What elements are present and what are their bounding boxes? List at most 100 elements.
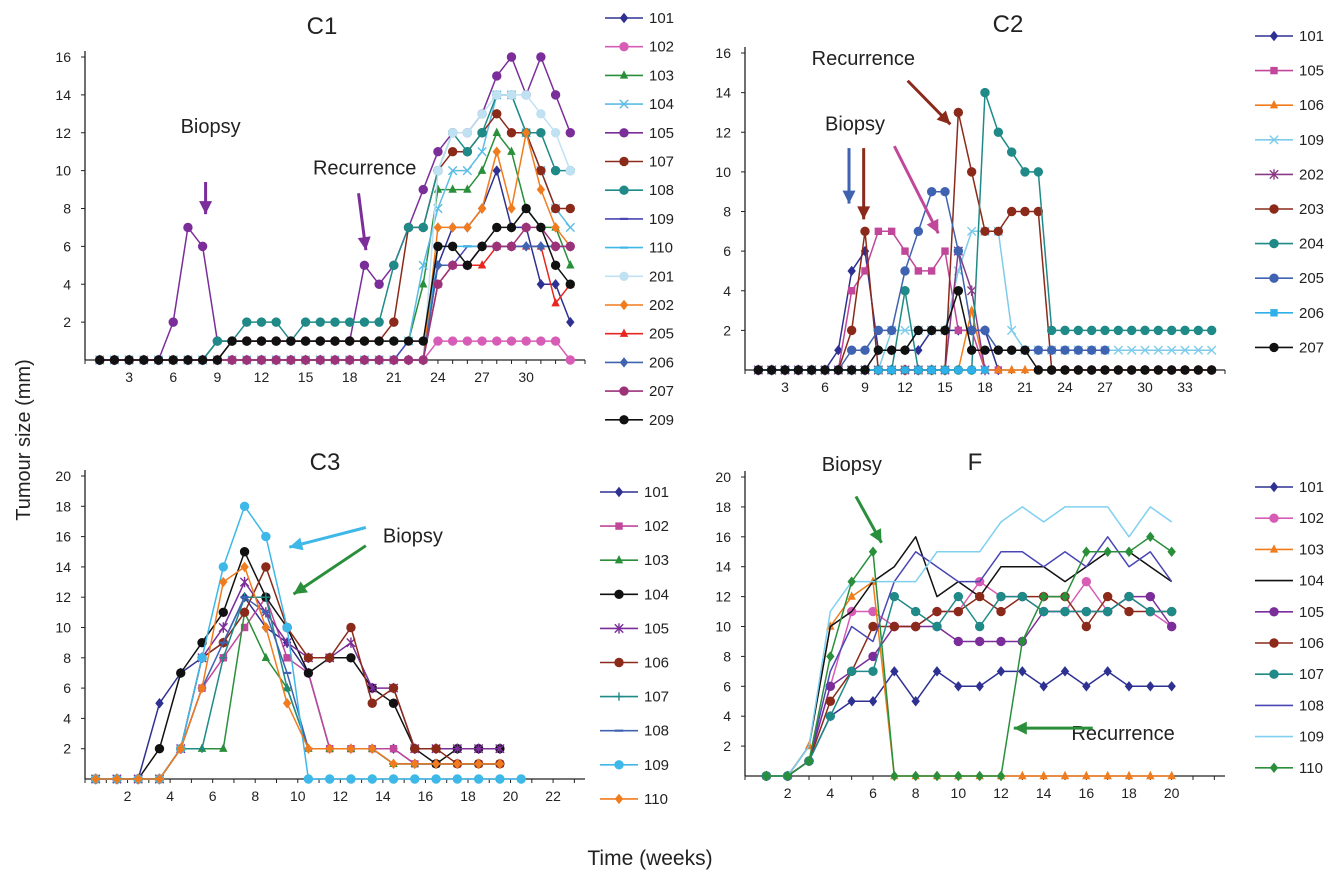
data-point: [330, 355, 340, 365]
data-point: [219, 576, 228, 588]
x-tick-label: 21: [386, 369, 402, 385]
data-point: [1006, 325, 1017, 336]
y-tick-label: 14: [55, 559, 71, 575]
data-point: [418, 184, 428, 195]
data-point: [993, 127, 1004, 137]
data-point: [374, 317, 384, 327]
annotation-arrow-head: [936, 110, 951, 125]
data-point: [492, 165, 501, 176]
data-point: [242, 317, 252, 327]
legend-label: 110: [649, 240, 673, 257]
data-point: [492, 90, 502, 100]
data-point: [521, 241, 531, 252]
data-point: [495, 774, 505, 784]
data-point: [1039, 591, 1048, 602]
legend-marker: [1269, 638, 1279, 648]
data-point: [1126, 365, 1137, 375]
y-tick-label: 12: [715, 124, 731, 140]
y-axis-label: Tumour size (mm): [13, 359, 35, 520]
annotation-label: Recurrence: [812, 48, 915, 70]
data-point: [1166, 365, 1177, 375]
legend-marker: [614, 760, 624, 770]
y-tick-label: 8: [723, 204, 731, 220]
y-tick-label: 14: [55, 87, 71, 103]
legend-item-101: 101: [600, 484, 669, 501]
x-tick-label: 18: [460, 788, 476, 804]
data-point: [565, 203, 575, 214]
data-point: [980, 87, 990, 98]
legend-label: 202: [1299, 166, 1324, 183]
x-tick-label: 6: [821, 379, 829, 395]
data-point: [993, 345, 1004, 355]
legend-label: 105: [644, 620, 669, 637]
data-point: [804, 755, 814, 767]
data-point: [282, 698, 292, 709]
legend-item-104: 104: [605, 96, 674, 113]
data-point: [1060, 606, 1070, 617]
annotation-arrow-head: [293, 581, 308, 595]
data-point: [967, 366, 976, 374]
annotation-arrow-head: [926, 218, 939, 234]
data-point: [168, 355, 178, 365]
legend-label: 109: [1299, 729, 1324, 746]
legend-marker: [1269, 273, 1279, 283]
data-point: [256, 336, 267, 346]
data-point: [953, 107, 964, 118]
series-line-108: [766, 536, 1173, 777]
data-point: [889, 621, 900, 632]
data-point: [953, 246, 964, 256]
data-point: [367, 774, 377, 784]
data-point: [303, 668, 314, 678]
data-point: [954, 366, 963, 374]
legend-label: 102: [644, 518, 669, 535]
series-line-109: [95, 505, 522, 780]
data-point: [966, 226, 977, 237]
data-point: [932, 666, 942, 677]
data-point: [1073, 345, 1084, 355]
y-tick-label: 16: [715, 529, 731, 545]
data-point: [1020, 167, 1030, 177]
data-point: [1166, 325, 1177, 336]
legend-item-107: 107: [600, 689, 669, 706]
y-tick-label: 4: [63, 276, 71, 292]
legend-marker: [1269, 669, 1279, 679]
data-point: [941, 366, 949, 374]
data-point: [536, 222, 546, 233]
data-point: [1033, 206, 1044, 217]
data-point: [911, 770, 920, 782]
data-point: [388, 774, 399, 784]
legend-label: 107: [644, 689, 669, 706]
data-point: [966, 167, 977, 177]
annotation: Recurrence: [313, 157, 416, 251]
data-point: [1039, 681, 1048, 692]
x-tick-label: 20: [503, 788, 519, 804]
data-point: [139, 355, 149, 365]
legend-item-109: 109: [1255, 729, 1324, 746]
data-point: [868, 666, 878, 677]
data-point: [477, 260, 487, 269]
legend-label: 207: [649, 383, 674, 400]
data-point: [941, 247, 949, 255]
data-point: [315, 355, 325, 365]
data-point: [242, 355, 252, 365]
data-point: [536, 336, 546, 346]
data-point: [300, 317, 311, 327]
data-point: [860, 365, 870, 375]
series-101: [754, 245, 1003, 376]
legend-marker: [614, 589, 624, 599]
legend-item-104: 104: [1255, 573, 1324, 590]
data-point: [1180, 325, 1190, 336]
data-point: [1103, 770, 1112, 780]
legend-label: 109: [644, 757, 669, 774]
legend-item-107: 107: [605, 154, 674, 171]
data-point: [410, 758, 419, 770]
data-point: [433, 279, 443, 289]
data-point: [227, 355, 237, 365]
panel-title: C3: [310, 449, 341, 476]
data-point: [240, 561, 249, 573]
data-point: [506, 52, 517, 62]
legend-item-108: 108: [1255, 697, 1324, 714]
data-point: [861, 267, 869, 275]
data-point: [433, 165, 443, 176]
